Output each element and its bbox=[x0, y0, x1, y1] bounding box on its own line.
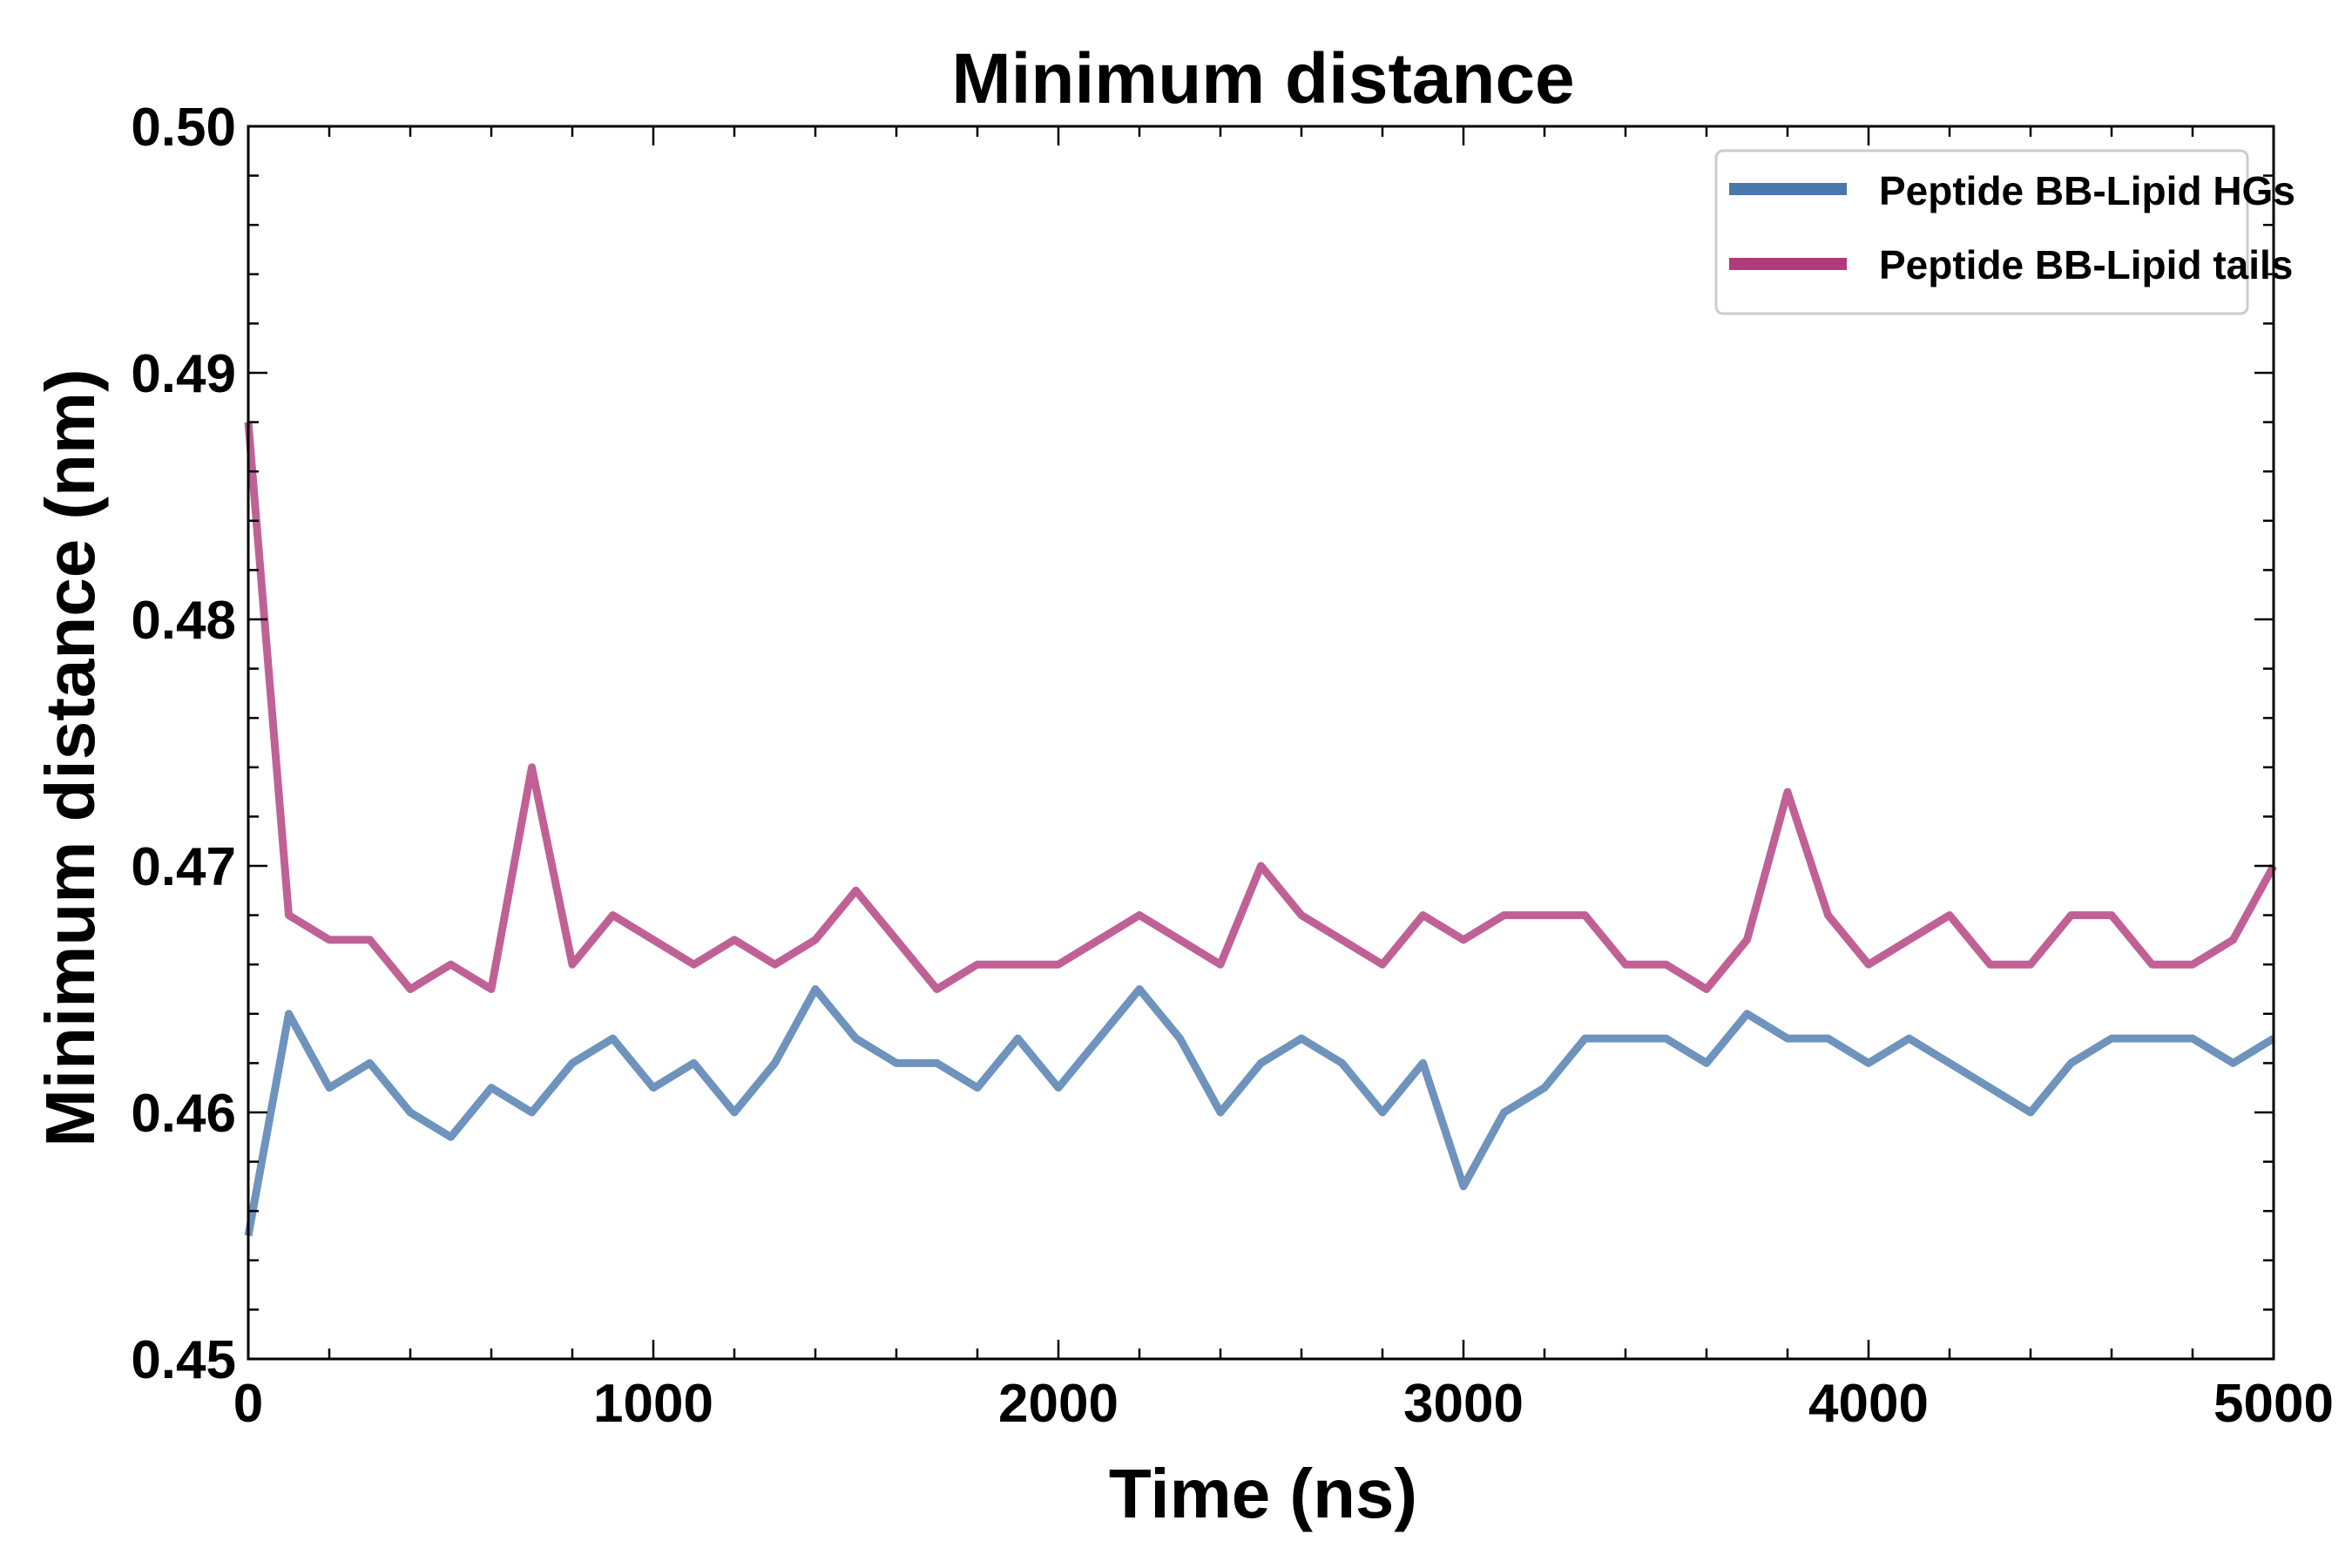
x-tick-label: 0 bbox=[233, 1374, 263, 1434]
x-tick-label: 1000 bbox=[593, 1374, 713, 1434]
x-tick-label: 3000 bbox=[1403, 1374, 1524, 1434]
y-tick-label: 0.47 bbox=[131, 837, 236, 897]
y-tick-label: 0.50 bbox=[131, 98, 236, 158]
y-tick-label: 0.48 bbox=[131, 591, 236, 651]
x-tick-label: 4000 bbox=[1808, 1374, 1929, 1434]
chart-title: Minimum distance bbox=[951, 39, 1574, 118]
series-line-tails bbox=[244, 422, 2277, 993]
legend-box bbox=[1714, 149, 2249, 315]
series-line-hgs bbox=[244, 985, 2276, 1237]
legend-label-hgs: Peptide BB-Lipid HGs bbox=[1879, 168, 2295, 213]
ticks-layer: 0 1000 2000 3000 4000 5000 0.45 0.46 0.47 0.48 0.4… bbox=[131, 98, 2334, 1434]
y-axis-label: Minimum distance (nm) bbox=[31, 368, 109, 1146]
legend-label-tails: Peptide BB-Lipid tails bbox=[1879, 242, 2293, 287]
legend: Peptide BB-Lipid HGs Peptide BB-Lipid ta… bbox=[1714, 149, 2295, 315]
x-axis-label: Time (ns) bbox=[1109, 1455, 1417, 1532]
x-tick-label: 2000 bbox=[998, 1374, 1119, 1434]
series-layer bbox=[244, 422, 2277, 1237]
x-tick-label: 5000 bbox=[2213, 1374, 2334, 1434]
y-tick-label: 0.45 bbox=[131, 1330, 236, 1390]
y-tick-label: 0.46 bbox=[131, 1084, 236, 1144]
plot-frame bbox=[247, 125, 2275, 1361]
y-tick-label: 0.49 bbox=[131, 344, 236, 404]
